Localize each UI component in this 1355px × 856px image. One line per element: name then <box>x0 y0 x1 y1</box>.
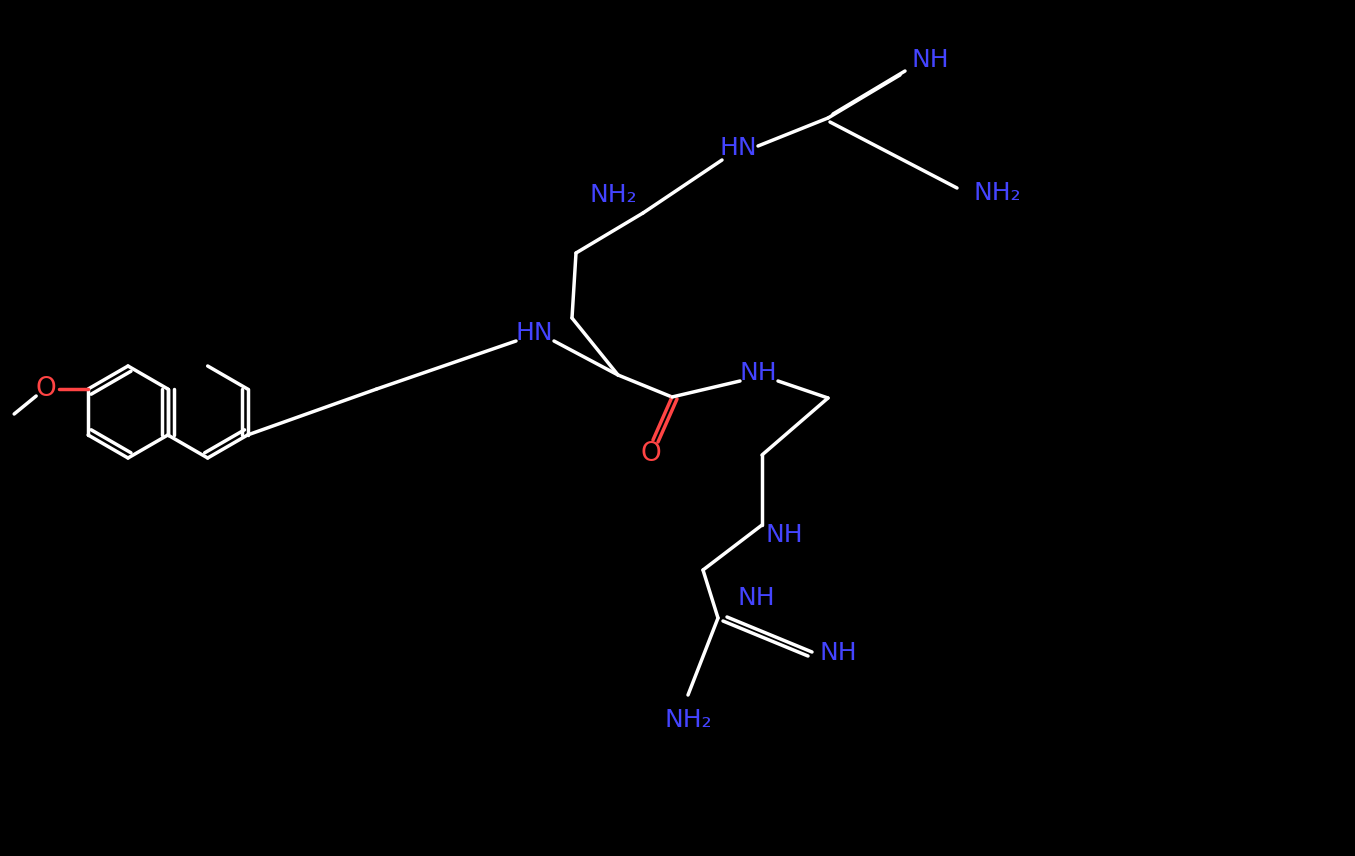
Text: NH₂: NH₂ <box>973 181 1020 205</box>
Text: NH: NH <box>740 361 776 385</box>
Text: NH: NH <box>820 641 856 665</box>
Text: NH: NH <box>737 586 775 610</box>
Text: NH₂: NH₂ <box>589 183 637 207</box>
Text: HN: HN <box>720 136 757 160</box>
Text: NH₂: NH₂ <box>664 708 711 732</box>
Text: HN: HN <box>515 321 553 345</box>
Text: O: O <box>35 376 57 402</box>
Text: NH: NH <box>766 523 802 547</box>
Text: O: O <box>641 441 661 467</box>
Text: NH: NH <box>911 48 948 72</box>
